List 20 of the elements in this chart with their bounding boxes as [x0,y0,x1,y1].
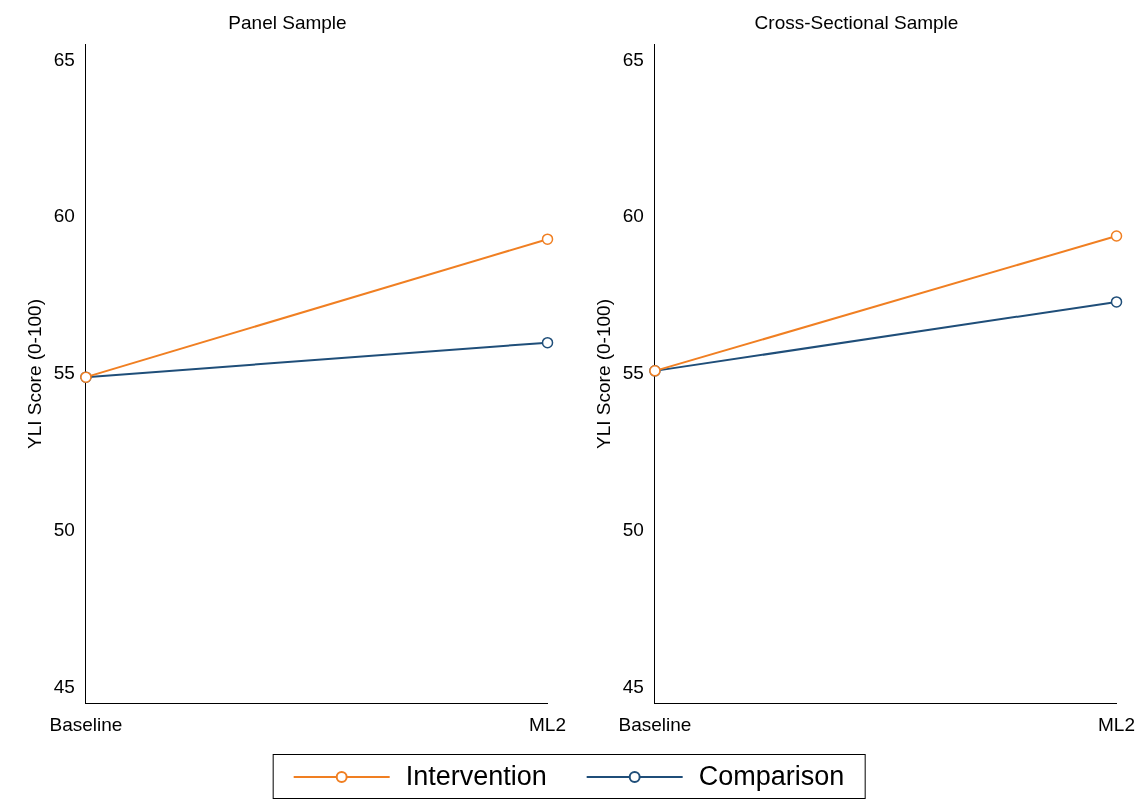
y-tick-label: 60 [622,205,644,227]
x-tick-label: Baseline [49,713,123,735]
y-axis-title: YLI Score (0-100) [23,299,45,449]
x-tick-label: ML2 [529,713,566,735]
y-tick-label: 65 [622,48,644,70]
y-tick-label: 65 [53,48,75,70]
legend-label: Intervention [405,761,547,792]
y-tick-label: 45 [53,675,75,697]
chart-title: Panel Sample [228,11,347,33]
y-tick-label: 50 [53,519,75,540]
y-axis-title: YLI Score (0-100) [592,299,614,449]
y-tick-label: 55 [622,362,644,384]
legend-label: Comparison [698,761,845,792]
y-tick-label: 45 [622,675,644,697]
x-tick-label: ML2 [1098,713,1135,735]
y-tick-label: 55 [53,362,75,384]
y-tick-label: 50 [622,519,644,540]
y-tick-label: 60 [53,205,75,227]
x-tick-label: Baseline [618,713,692,735]
chart-title: Cross-Sectional Sample [754,11,959,33]
